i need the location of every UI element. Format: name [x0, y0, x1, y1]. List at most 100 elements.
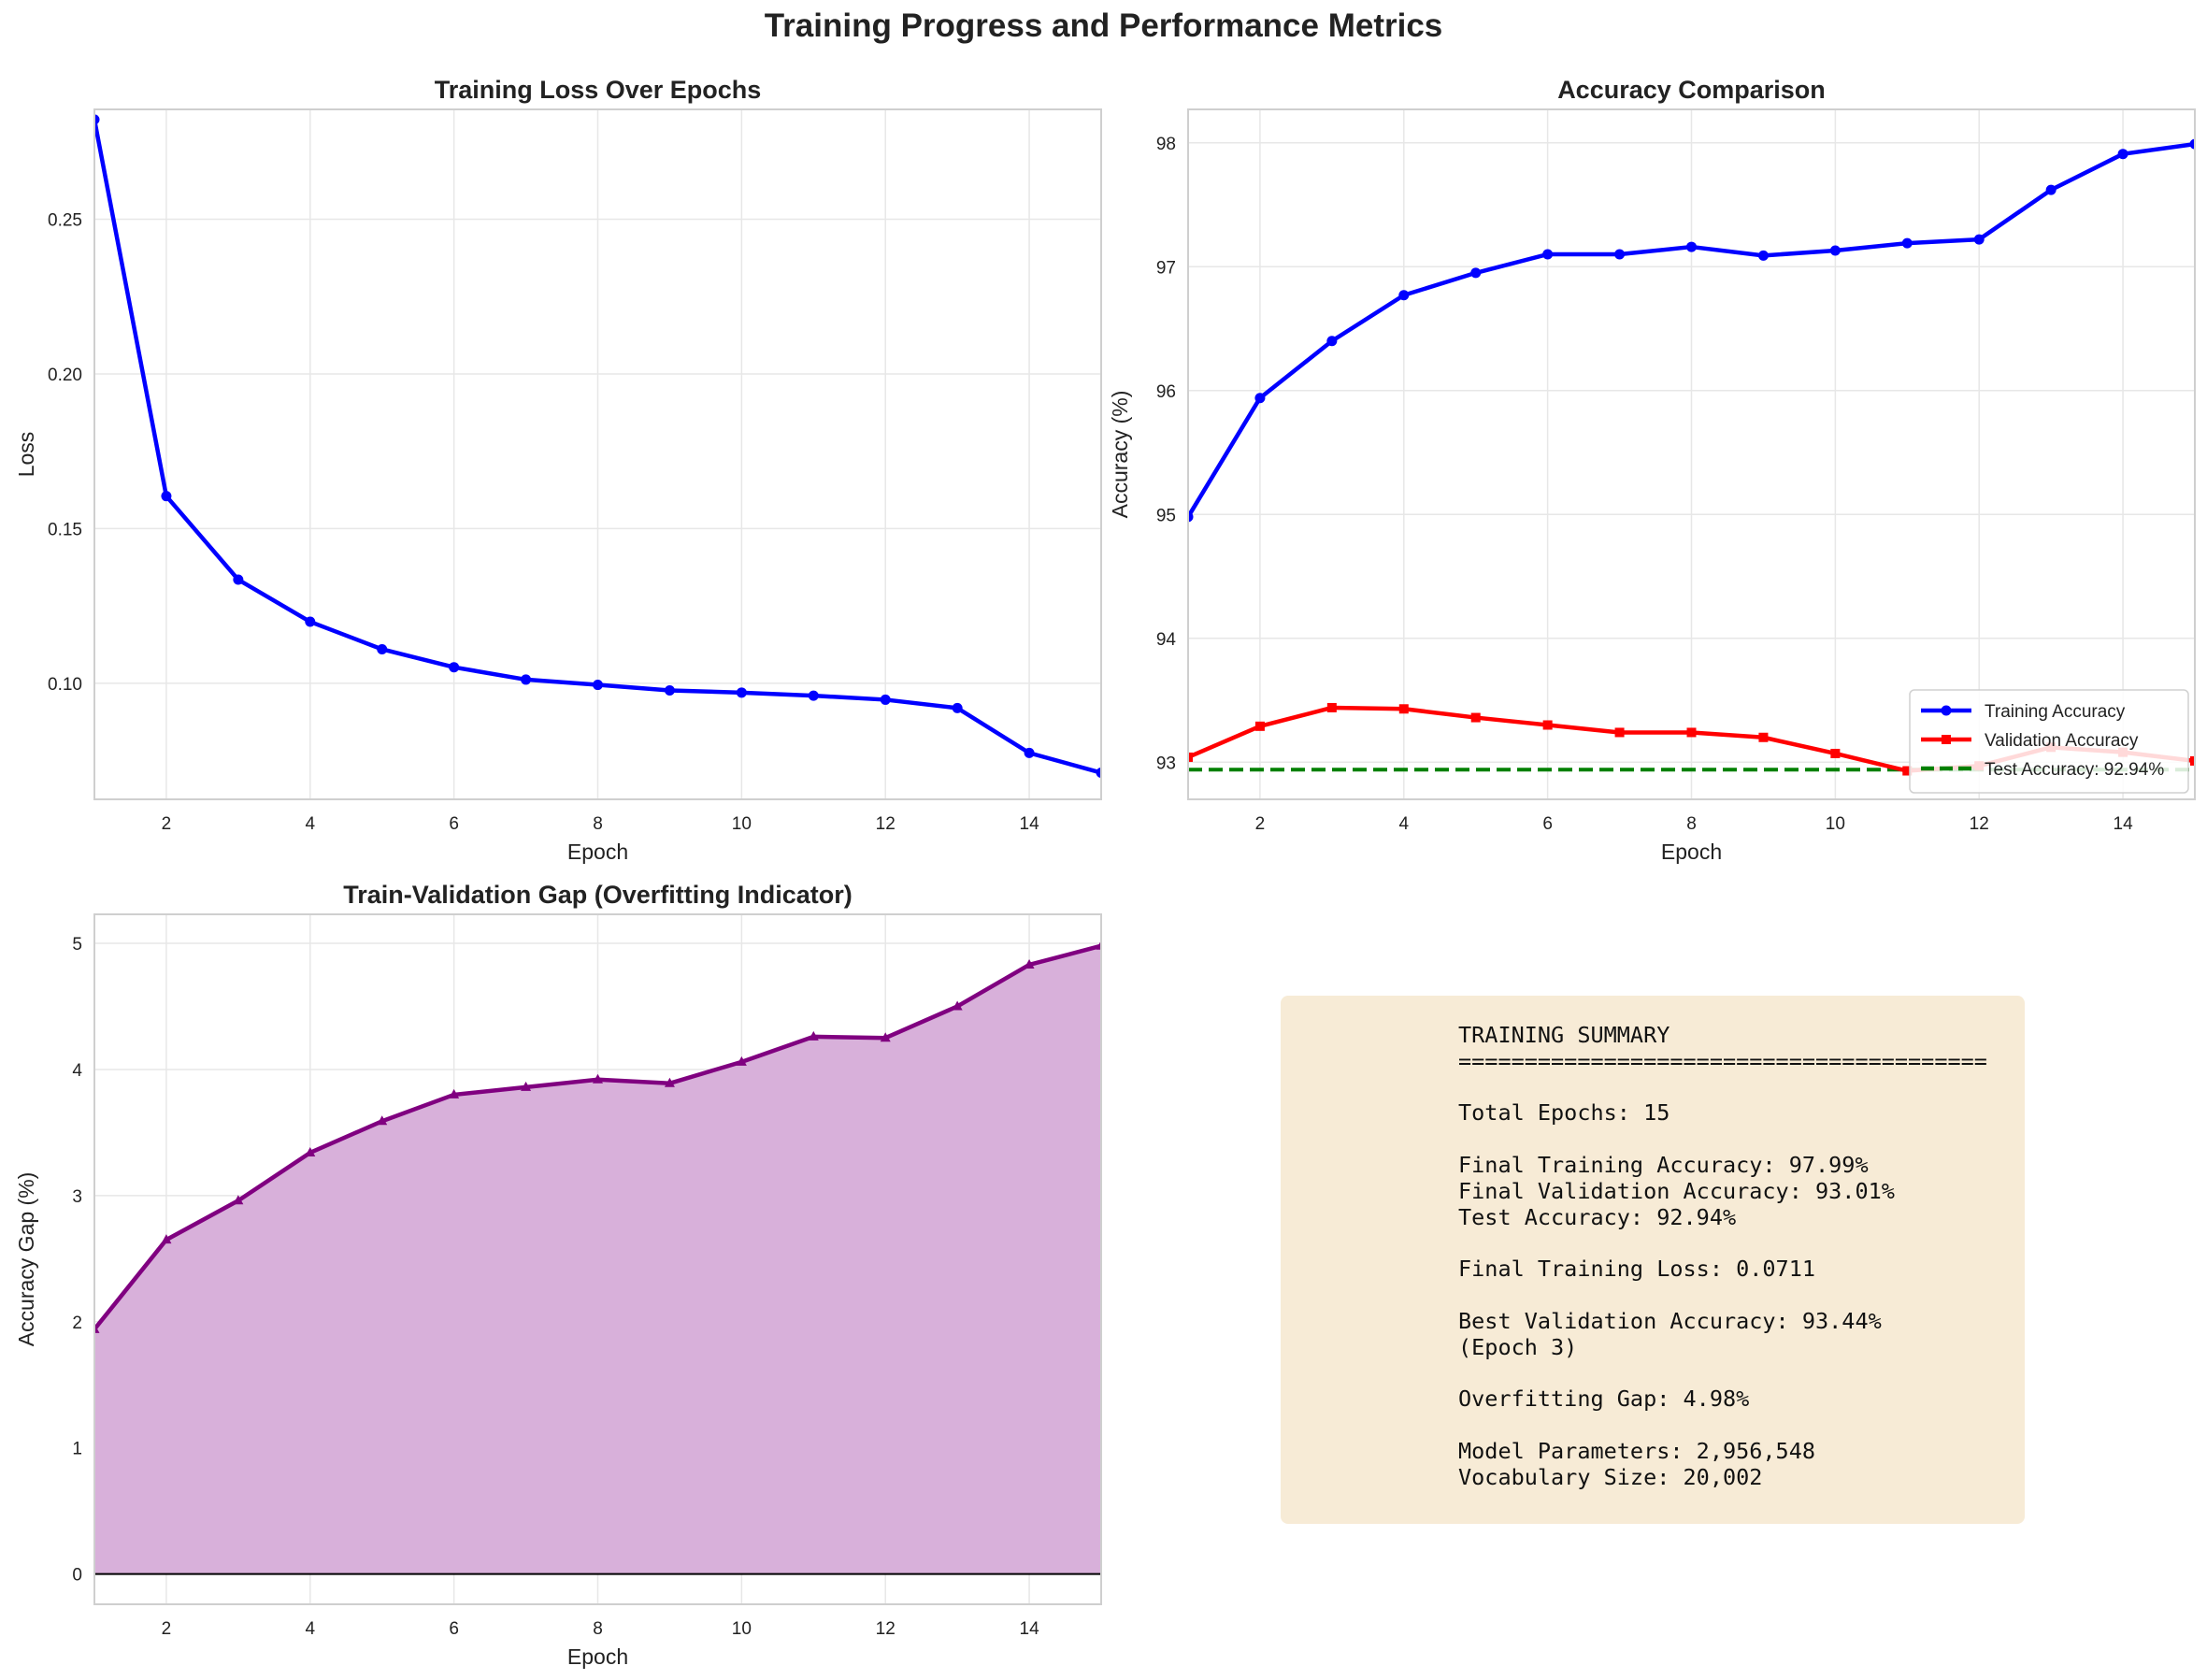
legend-marker — [1941, 705, 1952, 716]
gap-data — [94, 940, 1101, 1333]
x-tick-label: 2 — [162, 814, 172, 834]
data-point — [952, 702, 963, 713]
x-tick-label: 4 — [305, 1619, 315, 1639]
y-tick-label: 0.20 — [48, 366, 82, 385]
figure-title: Training Progress and Performance Metric… — [764, 7, 1443, 44]
data-point — [1973, 234, 1985, 245]
data-point — [1470, 267, 1482, 279]
y-tick-label: 94 — [1156, 630, 1177, 650]
data-point — [1542, 720, 1553, 730]
data-point — [1254, 393, 1266, 404]
data-point — [1757, 250, 1769, 261]
data-point — [377, 643, 388, 654]
data-point — [377, 1115, 388, 1126]
data-point — [1686, 727, 1697, 738]
x-tick-label: 14 — [1020, 1619, 1040, 1639]
data-point — [521, 674, 532, 685]
data-point — [94, 1323, 100, 1333]
x-tick-label: 4 — [305, 814, 315, 834]
x-tick-label: 12 — [876, 814, 896, 834]
x-tick-label: 2 — [1255, 814, 1266, 834]
data-point — [593, 680, 603, 691]
data-point — [521, 1081, 532, 1091]
x-tick-label: 12 — [1970, 814, 1989, 834]
data-point — [1024, 958, 1035, 969]
data-point — [1326, 702, 1337, 712]
chart-title: Train-Validation Gap (Overfitting Indica… — [343, 881, 853, 909]
data-point — [94, 114, 100, 125]
x-tick-label: 8 — [593, 1619, 603, 1639]
x-tick-label: 8 — [593, 814, 603, 834]
x-tick-label: 6 — [1542, 814, 1553, 834]
data-point — [1542, 249, 1554, 260]
data-point — [233, 574, 244, 585]
y-tick-label: 0.10 — [48, 675, 82, 695]
data-point — [880, 694, 891, 705]
data-point — [664, 1077, 675, 1087]
legend-label: Validation Accuracy — [1985, 731, 2139, 751]
legend-label: Training Accuracy — [1985, 702, 2126, 722]
x-tick-label: 10 — [732, 814, 752, 834]
data-point — [2190, 755, 2195, 766]
x-tick-label: 6 — [449, 814, 459, 834]
data-point — [808, 1030, 819, 1041]
data-point — [2045, 184, 2057, 195]
data-point — [1614, 727, 1625, 738]
data-point — [1829, 245, 1841, 256]
x-tick-label: 12 — [876, 1619, 896, 1639]
data-point — [1470, 712, 1481, 723]
data-point — [449, 1088, 460, 1098]
y-tick-label: 3 — [72, 1187, 82, 1207]
x-axis-label: Epoch — [567, 840, 628, 864]
y-tick-label: 5 — [72, 935, 82, 955]
chart-title: Training Loss Over Epochs — [435, 76, 762, 104]
x-tick-label: 4 — [1398, 814, 1409, 834]
gap-area — [94, 945, 1101, 1574]
legend-label: Test Accuracy: 92.94% — [1985, 760, 2164, 780]
summary-panel — [1281, 996, 2025, 1524]
y-tick-label: 4 — [72, 1061, 82, 1081]
data-point — [1188, 511, 1194, 523]
data-point — [1902, 766, 1913, 776]
data-point — [808, 690, 819, 701]
data-point — [1830, 748, 1841, 758]
data-point — [664, 685, 675, 696]
x-tick-label: 14 — [2114, 814, 2134, 834]
data-point — [1398, 290, 1410, 301]
summary-text: TRAINING SUMMARY =======================… — [1458, 1022, 1987, 1490]
y-tick-label: 97 — [1156, 258, 1176, 278]
y-axis-label: Accuracy (%) — [1108, 391, 1132, 519]
x-axis-label: Epoch — [1661, 840, 1722, 864]
data-point — [1188, 752, 1193, 762]
loss-data — [94, 114, 1101, 779]
data-point — [161, 1234, 172, 1244]
legend-box — [1909, 689, 2189, 794]
data-point — [1901, 237, 1913, 249]
legend: Training Accuracy Validation Accuracy Test… — [1909, 689, 2189, 794]
y-tick-label: 2 — [72, 1314, 82, 1333]
data-point — [593, 1073, 603, 1084]
y-tick-label: 98 — [1156, 135, 1176, 154]
y-tick-label: 1 — [72, 1440, 82, 1459]
x-axis-label: Epoch — [567, 1644, 628, 1669]
data-point — [1758, 732, 1769, 742]
data-point — [233, 1195, 244, 1205]
y-tick-label: 0 — [72, 1566, 82, 1586]
y-tick-label: 96 — [1156, 382, 1176, 402]
legend-marker — [1942, 735, 1951, 744]
data-point — [1326, 336, 1338, 347]
data-point — [736, 1055, 747, 1066]
plot-frame — [1187, 108, 2196, 800]
x-tick-label: 6 — [449, 1619, 459, 1639]
x-tick-label: 14 — [1020, 814, 1040, 834]
y-tick-label: 0.15 — [48, 520, 82, 539]
data-point — [1686, 241, 1697, 252]
y-axis-label: Loss — [14, 432, 38, 478]
data-point — [1254, 721, 1265, 731]
data-point — [952, 1000, 963, 1011]
data-point — [305, 616, 316, 627]
data-point — [161, 491, 172, 502]
